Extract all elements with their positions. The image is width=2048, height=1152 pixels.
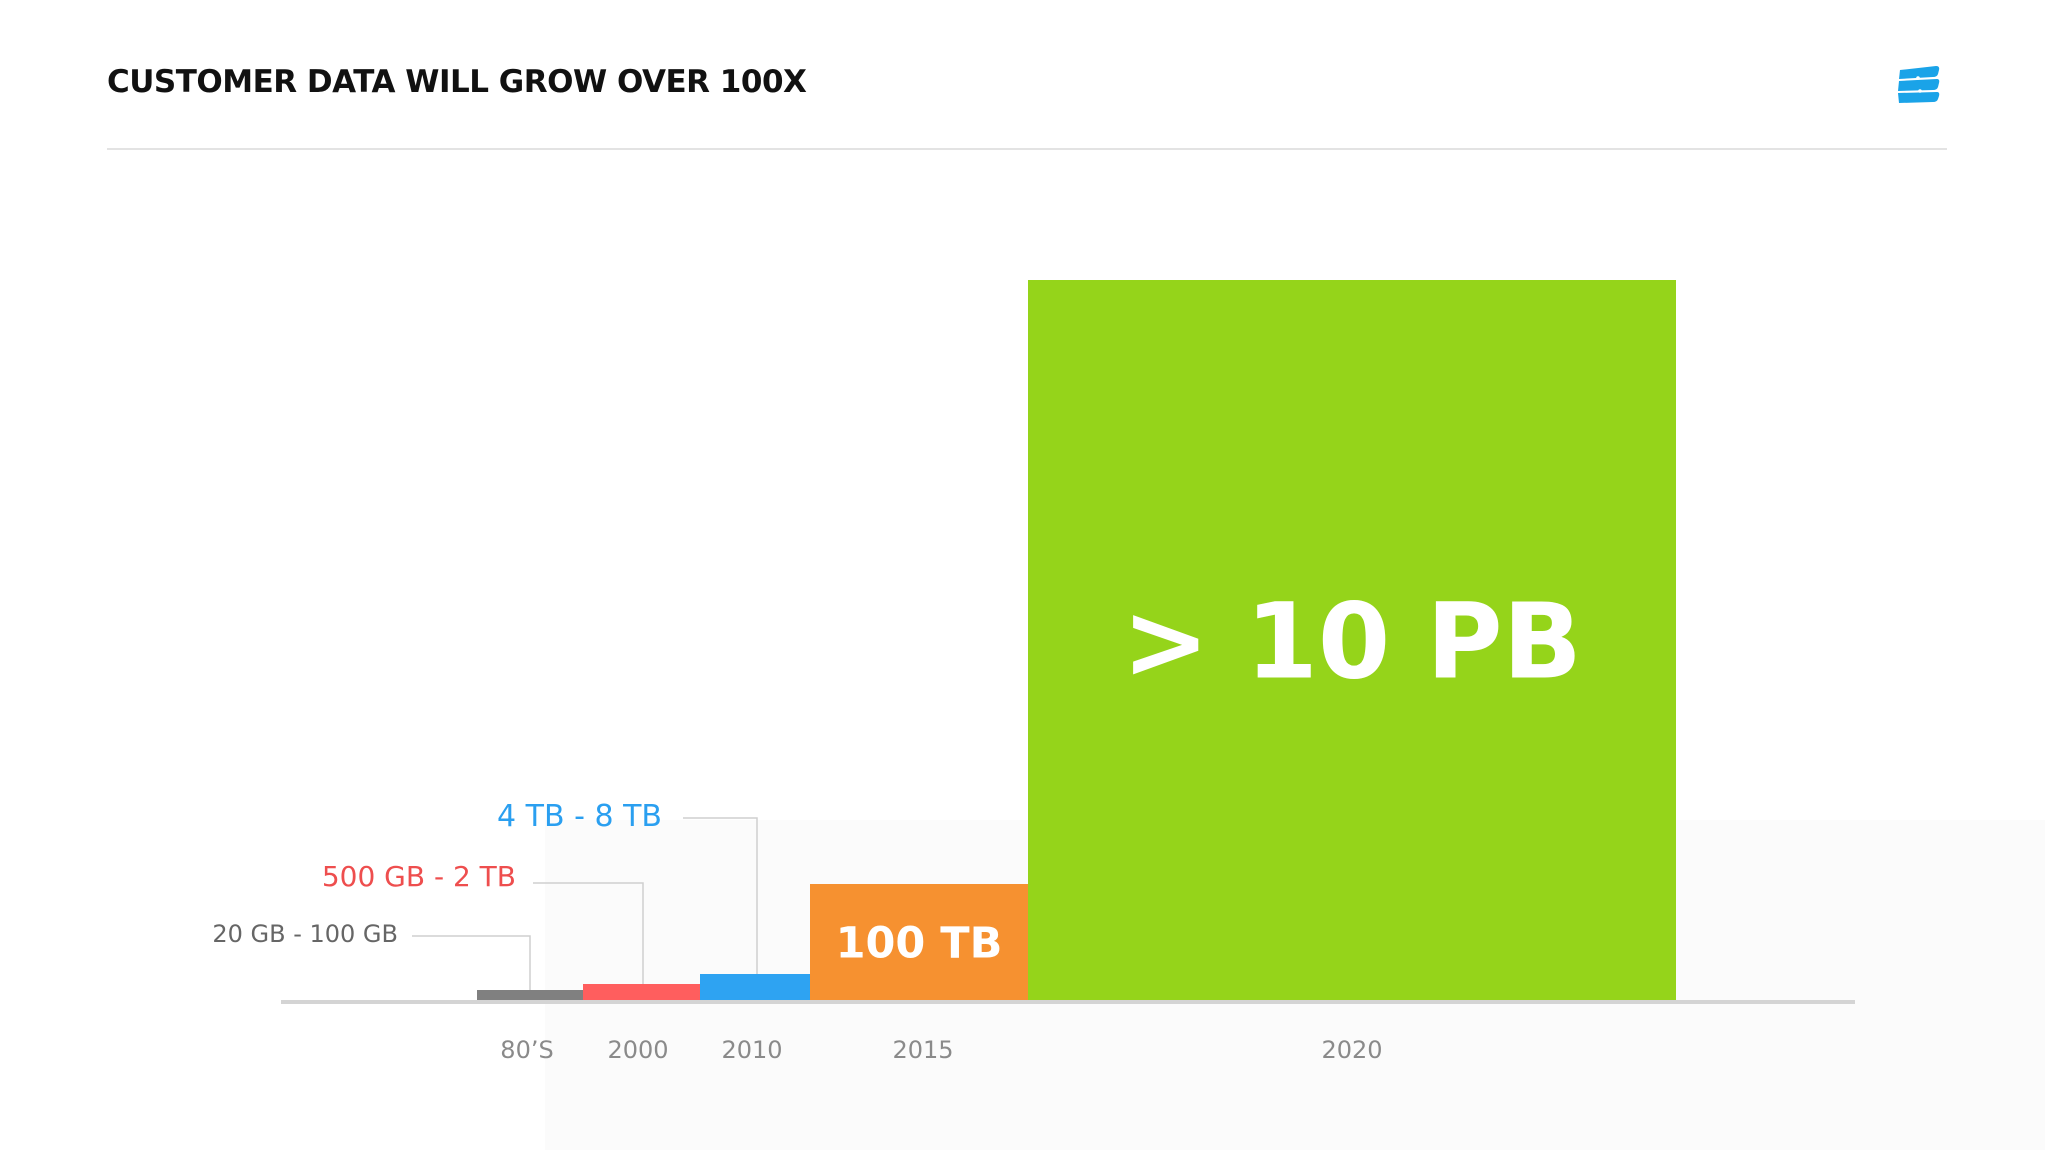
data-label: 4 TB - 8 TB — [497, 799, 662, 834]
data-label: 20 GB - 100 GB — [212, 920, 398, 948]
callout-leader-line — [533, 882, 644, 984]
x-tick-label: 2010 — [721, 1036, 782, 1064]
logo-layer-middle — [1898, 79, 1940, 91]
bar-2020 — [1028, 280, 1676, 1000]
logo-dot — [1916, 76, 1920, 80]
x-tick-label: 2015 — [892, 1036, 953, 1064]
data-label: 500 GB - 2 TB — [322, 860, 516, 893]
logo-dot — [1918, 89, 1922, 93]
x-tick-label: 80’S — [500, 1036, 553, 1064]
x-tick-label: 2020 — [1321, 1036, 1382, 1064]
data-label: 100 TB — [836, 918, 1003, 968]
bar-2000 — [583, 984, 700, 1000]
bar-2010 — [700, 974, 810, 1000]
header-divider — [107, 148, 1947, 150]
page-title: CUSTOMER DATA WILL GROW OVER 100X — [107, 64, 807, 100]
logo-layer-bottom — [1898, 92, 1940, 103]
x-tick-label: 2000 — [607, 1036, 668, 1064]
logo-layer-top — [1899, 66, 1940, 79]
bar-80s — [477, 990, 583, 1000]
bar-2015 — [810, 884, 1028, 1000]
stacked-layers-icon — [1896, 64, 1942, 104]
callout-leader-line — [412, 935, 531, 990]
data-label: > 10 PB — [1122, 580, 1582, 702]
callout-leader-line — [683, 817, 758, 974]
